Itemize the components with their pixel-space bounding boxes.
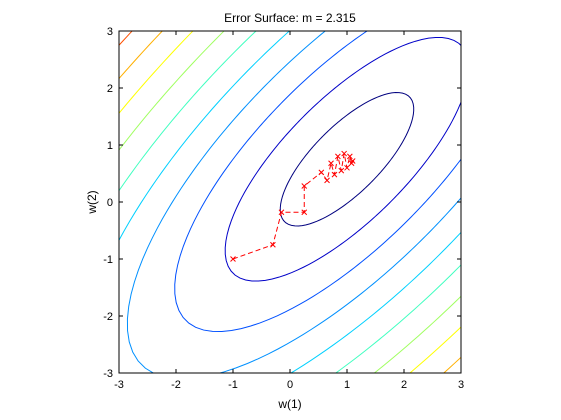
x-tick-label: 0 [287, 379, 293, 391]
x-tick-label: 2 [401, 379, 407, 391]
y-tick-label: 0 [107, 197, 113, 209]
path-point-marker [338, 167, 345, 174]
y-tick-label: -3 [103, 368, 113, 380]
path-point-marker [341, 150, 348, 157]
chart-title: Error Surface: m = 2.315 [224, 11, 356, 25]
descent-path-line [232, 153, 354, 260]
y-tick-label: 1 [107, 140, 113, 152]
path-point-marker [270, 241, 276, 248]
y-tick-label: -1 [103, 254, 113, 266]
path-point-marker [331, 171, 338, 178]
x-tick-label: 3 [458, 379, 464, 391]
contour-line-3 [174, 31, 461, 332]
path-point-marker [278, 209, 285, 216]
contour-line-2 [224, 36, 461, 282]
y-tick-label: 2 [107, 83, 113, 95]
y-tick-label: -2 [103, 311, 113, 323]
path-point-marker [335, 153, 341, 160]
x-tick-label: 1 [344, 379, 350, 391]
path-point-marker [301, 209, 308, 216]
contour-line-5 [119, 31, 461, 373]
x-tick-label: -1 [228, 379, 238, 391]
axis-ticks: -3 -2 -1 0 1 2 3 -3 -2 -1 0 1 2 3 [103, 26, 464, 391]
plot-area-background [119, 31, 461, 373]
y-tick-label: 3 [107, 26, 113, 38]
x-tick-label: -2 [171, 379, 181, 391]
path-point-marker [346, 153, 353, 160]
path-point-marker [324, 177, 330, 184]
contour-line-6 [119, 31, 461, 373]
path-point-marker [301, 183, 308, 189]
path-point-marker [344, 164, 350, 171]
path-point-marker [328, 160, 334, 167]
x-axis-label: w(1) [277, 397, 301, 411]
y-axis-label: w(2) [85, 190, 99, 214]
contour-line-4 [126, 31, 461, 373]
path-point-marker [318, 169, 325, 176]
path-point-marker [230, 256, 236, 262]
x-tick-label: -3 [114, 379, 124, 391]
descent-path [230, 150, 356, 262]
path-point-marker [349, 158, 356, 164]
contour-line-1 [279, 92, 415, 227]
